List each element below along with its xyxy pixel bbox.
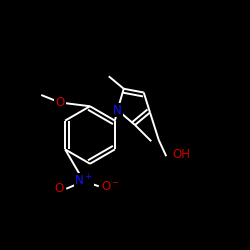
Text: N: N (113, 104, 122, 117)
Text: O: O (54, 182, 64, 195)
Text: O: O (56, 96, 64, 109)
Text: N$^+$: N$^+$ (74, 174, 93, 189)
Text: OH: OH (172, 148, 190, 162)
Text: O$^-$: O$^-$ (101, 180, 120, 193)
